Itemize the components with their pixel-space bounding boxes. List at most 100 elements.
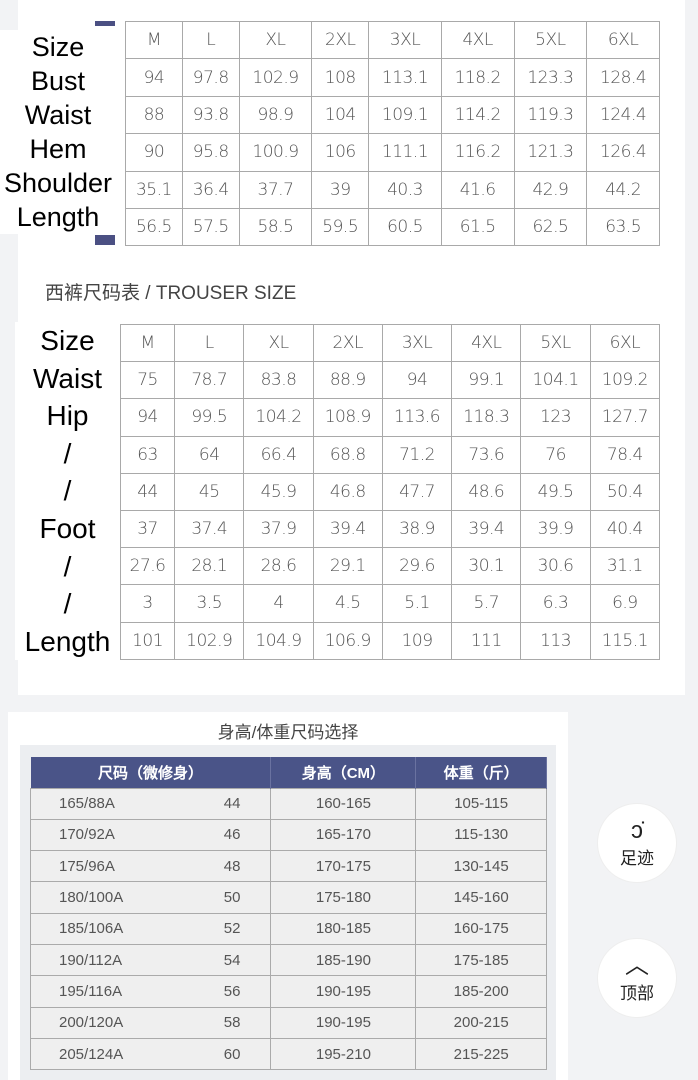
size-cell: 175/96A 48 [29, 850, 272, 883]
table-cell: 145-160 [415, 881, 547, 914]
table-cell: 3 [119, 584, 176, 623]
table-cell: 57.5 [181, 207, 240, 247]
table-cell: 50.4 [589, 472, 661, 511]
size-cell: 205/124A 60 [29, 1037, 272, 1071]
table-cell: 83.8 [243, 361, 314, 400]
table-cell: 124.4 [586, 95, 660, 135]
table-cell: 99.1 [451, 361, 522, 400]
table-cell: 114.2 [440, 95, 515, 135]
back-to-top-label: 顶部 [620, 983, 654, 1003]
table-cell: 113.6 [381, 398, 453, 437]
table-cell: 160-165 [270, 787, 417, 820]
table-cell: L [181, 20, 240, 60]
accent-bar [95, 235, 115, 245]
table-cell: 58.5 [238, 207, 313, 247]
table-row: 180/100A 50 175-180 145-160 [29, 881, 547, 914]
row-label: Foot [39, 512, 96, 544]
size-number: 54 [223, 951, 241, 969]
table-cell: 6XL [589, 323, 661, 363]
size-number: 48 [223, 857, 241, 875]
height-weight-table: 尺码（微修身） 身高（CM） 体重（斤） 165/88A 44 160-165 105-11… [29, 757, 547, 1071]
table-cell: 102.9 [174, 621, 245, 660]
table-cell: 104.1 [520, 361, 591, 400]
table-row: 90 95.8 100.9 106 111.1 116.2 121.3 126.4 [125, 133, 660, 172]
table-cell: 190-195 [270, 1006, 417, 1039]
chevron-up-icon: ︿ [625, 951, 649, 979]
table-cell: 108.9 [312, 398, 383, 437]
table-cell: 94 [119, 398, 176, 437]
table-cell: 93.8 [181, 95, 240, 135]
table-cell: XL [243, 323, 314, 363]
table-cell: 5.7 [451, 584, 522, 623]
size-cell: 185/106A 52 [29, 912, 272, 945]
table-cell: 68.8 [312, 435, 383, 474]
table-cell: 123.3 [513, 58, 588, 97]
table-cell: 29.6 [381, 547, 453, 586]
table-cell: 37.9 [243, 509, 314, 549]
size-number: 58 [223, 1014, 241, 1032]
table-cell: 5XL [520, 323, 591, 363]
table-cell: 116.2 [440, 133, 515, 172]
table-row: 101 102.9 104.9 106.9 109 111 113 115.1 [119, 621, 661, 660]
table-cell: 60.5 [368, 207, 442, 247]
table-cell: 6XL [586, 20, 660, 60]
table-cell: 35.1 [125, 170, 183, 209]
row-label: Waist [24, 100, 92, 130]
size-cell: 200/120A 58 [29, 1006, 272, 1039]
table-cell: 126.4 [586, 133, 660, 172]
table-cell: 66.4 [243, 435, 314, 474]
size-code: 175/96A [59, 857, 115, 875]
row-label: / [63, 588, 72, 620]
table-cell: 39.9 [520, 509, 591, 549]
table-cell: 104.2 [243, 398, 314, 437]
table-cell: XL [238, 20, 313, 60]
table-cell: 5XL [513, 20, 588, 60]
table-cell: 73.6 [451, 435, 522, 474]
table-cell: 104.9 [243, 621, 314, 660]
trouser-size-table: M L XL 2XL 3XL 4XL 5XL 6XL 75 78.7 83.8 88.9 94 99.1 1… [119, 323, 661, 660]
table-cell: 5.1 [381, 584, 453, 623]
table-cell: 121.3 [513, 133, 588, 172]
table-cell: 95.8 [181, 133, 240, 172]
table-cell: 4XL [451, 323, 522, 363]
table-cell: M [119, 323, 176, 363]
table-cell: 160-175 [415, 912, 547, 945]
table-cell: 200-215 [415, 1006, 547, 1039]
table-cell: 75 [119, 361, 176, 400]
table-row: 170/92A 46 165-170 115-130 [29, 818, 547, 852]
accent-bar [95, 21, 115, 26]
table-cell: 56.5 [125, 207, 183, 247]
table-row: 94 97.8 102.9 108 113.1 118.2 123.3 128.4 [125, 58, 660, 97]
table-row: 165/88A 44 160-165 105-115 [29, 787, 547, 820]
table-cell: 97.8 [181, 58, 240, 97]
size-cell: 180/100A 50 [29, 881, 272, 914]
table-cell: 4.5 [312, 584, 383, 623]
table-cell: 100.9 [238, 133, 313, 172]
table-cell: 44 [119, 472, 176, 511]
table-cell: 3XL [368, 20, 442, 60]
top-size-table: M L XL 2XL 3XL 4XL 5XL 6XL 94 97.8 102.9 108 113.1 11… [125, 20, 660, 247]
table-cell: 47.7 [381, 472, 453, 511]
back-to-top-button[interactable]: ︿ 顶部 [597, 938, 677, 1018]
size-number: 60 [223, 1045, 241, 1063]
row-label: Hip [46, 400, 89, 432]
table-cell: 28.6 [243, 547, 314, 586]
table-cell: 71.2 [381, 435, 453, 474]
table-cell: 165-170 [270, 818, 417, 852]
table-cell: 63 [119, 435, 176, 474]
table-cell: 98.9 [238, 95, 313, 135]
footprint-button[interactable]: ↄ̇ 足迹 [597, 803, 677, 883]
table-cell: 29.1 [312, 547, 383, 586]
table-cell: 45.9 [243, 472, 314, 511]
size-number: 46 [223, 826, 241, 844]
size-code: 190/112A [59, 951, 123, 969]
table-row: 63 64 66.4 68.8 71.2 73.6 76 78.4 [119, 435, 661, 474]
table-cell: 109 [381, 621, 453, 660]
table-cell: 3.5 [174, 584, 245, 623]
table-cell: 101 [119, 621, 176, 660]
table-cell: 37 [119, 509, 176, 549]
table-cell: 105-115 [415, 787, 547, 820]
table-cell: 30.6 [520, 547, 591, 586]
table-cell: 38.9 [381, 509, 453, 549]
row-label: Size [31, 32, 85, 62]
